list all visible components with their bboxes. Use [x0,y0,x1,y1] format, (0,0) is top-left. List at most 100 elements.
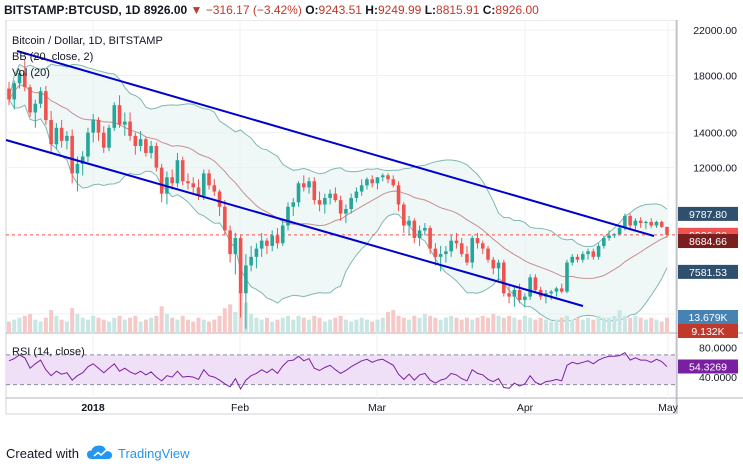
volume-bar [85,319,90,333]
price-badge-bg [678,264,738,279]
bb-fill [9,64,667,322]
volume-bar [507,315,512,333]
volume-bar [649,317,654,333]
candle-body [607,235,611,239]
candle-body [101,132,106,148]
candle-body [391,179,396,186]
volume-bar [180,315,185,333]
volume-bar [196,317,201,333]
candle-body [359,185,364,192]
volume-bar [207,321,212,333]
volume-bar [449,315,454,333]
candle-body [444,251,448,255]
candle-body [491,259,496,269]
volume-bar [380,317,385,333]
bollinger-bands [6,63,676,322]
last-price: 8926.00 [143,3,188,17]
interval-label[interactable]: 1D [125,3,141,17]
price-chart[interactable]: 22000.0018000.0014000.0012000.006300.002… [0,20,743,434]
low-label: L: [424,3,437,17]
volume-bar [491,313,496,333]
candle-body [223,206,227,231]
candle-body [180,160,185,182]
time-tick-label: 2018 [81,402,105,414]
price-tick-label: 22000.00 [693,25,737,37]
volume-bar [96,317,101,333]
rsi-legend[interactable]: RSI (14, close) [12,346,85,358]
candle-body [470,238,475,263]
volume-ma-badge: 9.132K [691,326,724,338]
volume-bar [317,317,322,333]
symbol-name[interactable]: BITSTAMP:BTCUSD, [4,3,122,17]
candle-body [38,91,43,104]
tradingview-cloud-icon[interactable] [86,444,114,462]
candle-body [170,177,174,184]
volume-bar [501,317,506,333]
volume-bar [280,317,285,333]
volume-bar [601,317,606,333]
vol-legend[interactable]: Vol (20) [12,67,50,79]
volume-bar [312,315,317,333]
volume-bar [91,315,96,333]
price-badge-bg [678,234,738,249]
rsi-line [8,351,668,391]
volume-bar [433,317,438,333]
price-badge-bg [678,206,738,221]
rsi-tick-label: 40.0000 [699,372,737,384]
volume-bar [264,317,269,333]
candle-body [396,185,401,205]
tradingview-brand[interactable]: TradingView [118,446,190,461]
price-tick-label: 12000.00 [693,163,737,175]
volume-bar [322,321,327,333]
volume-bar [222,308,227,333]
time-tick-label: Mar [368,402,387,414]
volume-bar [170,317,175,333]
bb-legend[interactable]: BB (20, close, 2) [12,51,93,63]
candle-body [12,83,17,100]
candle-body [228,230,232,255]
candle-body [86,132,90,157]
candle-body [128,121,132,136]
volume-bar [654,319,659,333]
channel-lower-line[interactable] [5,139,584,307]
volume-badge: 13.679K [688,312,727,324]
volume-bar [391,310,396,333]
volume-bar [638,317,643,333]
volume-bar [22,315,27,333]
candle-body [65,135,69,141]
volume-bar [428,315,433,333]
candle-body [270,235,274,246]
volume-bar [370,321,375,333]
candle-body [459,243,464,255]
volume-bar [128,317,133,333]
candle-body [480,243,485,249]
candle-body [628,215,632,226]
candle-body [312,181,317,201]
candle-body [286,206,290,226]
volume-bar [591,319,596,333]
volume-bar [349,321,354,333]
candle-body [349,197,353,210]
volume-bar [12,319,17,333]
volume-bar [43,317,48,333]
volume-bar [101,319,106,333]
candle-body [186,181,190,184]
candle-body [654,221,659,226]
candle-body [280,225,285,244]
volume-bar [659,321,664,333]
volume-bar [517,319,522,333]
candle-body [412,220,417,239]
price-tick-label: 18000.00 [693,71,737,83]
candle-body [580,254,585,260]
candle-body [402,204,406,226]
volume-bar [443,317,448,333]
channel-upper-line[interactable] [16,50,655,237]
candle-body [575,256,580,260]
candle-body [191,183,196,188]
volume-bar [70,308,75,333]
volume-bars [7,291,669,333]
candle-body [370,179,375,184]
volume-bar [191,321,196,333]
volume-bar [107,321,112,333]
volume-bar [554,319,559,333]
